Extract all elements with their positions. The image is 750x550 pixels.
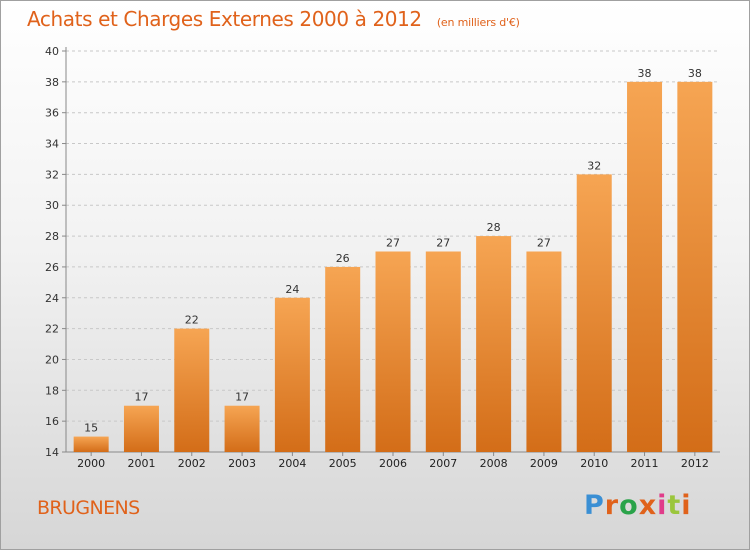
bar-value-label: 27 [386, 237, 400, 250]
y-tick-label: 28 [45, 230, 59, 243]
bar-2008 [476, 236, 512, 452]
bar-2004 [274, 297, 310, 452]
logo-letter: P [584, 490, 605, 521]
y-tick-label: 20 [45, 353, 59, 366]
y-tick-label: 38 [45, 76, 59, 89]
bar-value-label: 38 [638, 67, 652, 80]
bar-value-label: 22 [185, 314, 199, 327]
bar-2010 [576, 174, 612, 452]
y-tick-label: 18 [45, 384, 59, 397]
bar-2012 [677, 81, 713, 452]
y-tick-label: 26 [45, 261, 59, 274]
x-tick-label: 2000 [77, 457, 105, 470]
bar-value-label: 28 [487, 221, 501, 234]
proxiti-logo[interactable]: Proxiti [584, 490, 692, 521]
y-tick-label: 34 [45, 138, 59, 151]
logo-letter: t [667, 490, 682, 521]
y-tick-label: 36 [45, 107, 59, 120]
chart-unit-note: (en milliers d'€) [436, 16, 520, 29]
x-tick-label: 2001 [127, 457, 155, 470]
bar-2009 [526, 251, 562, 452]
bar-value-label: 32 [587, 159, 601, 172]
bar-value-label: 27 [537, 237, 551, 250]
y-tick-label: 24 [45, 292, 59, 305]
x-tick-label: 2004 [278, 457, 306, 470]
y-tick-label: 14 [45, 446, 59, 459]
bar-2007 [425, 251, 461, 452]
bar-value-label: 17 [134, 391, 148, 404]
x-tick-label: 2007 [429, 457, 457, 470]
x-tick-label: 2006 [379, 457, 407, 470]
logo-letter: r [604, 490, 620, 521]
commune-name: BRUGNENS [37, 497, 140, 519]
bar-2005 [325, 266, 361, 452]
bar-value-label: 26 [336, 252, 350, 265]
bar-value-label: 15 [84, 422, 98, 435]
logo-letter: i [657, 490, 668, 521]
bar-2002 [174, 328, 210, 452]
bar-value-label: 38 [688, 67, 702, 80]
y-tick-label: 22 [45, 323, 59, 336]
x-tick-label: 2010 [580, 457, 608, 470]
y-tick-label: 30 [45, 199, 59, 212]
x-tick-label: 2011 [631, 457, 659, 470]
bar-2000 [73, 436, 109, 452]
y-tick-label: 40 [45, 45, 59, 58]
y-tick-label: 32 [45, 168, 59, 181]
bar-value-label: 27 [436, 237, 450, 250]
logo-letter: o [619, 490, 639, 521]
y-tick-label: 16 [45, 415, 59, 428]
bar-2001 [123, 405, 159, 452]
bar-2003 [224, 405, 260, 452]
chart-title-text: Achats et Charges Externes 2000 à 2012 [27, 7, 422, 31]
x-tick-label: 2002 [178, 457, 206, 470]
logo-letter: i [681, 490, 692, 521]
bar-2006 [375, 251, 411, 452]
chart-title: Achats et Charges Externes 2000 à 2012 (… [27, 7, 520, 31]
x-tick-label: 2008 [480, 457, 508, 470]
bar-value-label: 24 [285, 283, 299, 296]
x-tick-label: 2012 [681, 457, 709, 470]
x-tick-label: 2003 [228, 457, 256, 470]
bar-2011 [627, 81, 663, 452]
bar-value-label: 17 [235, 391, 249, 404]
x-tick-label: 2005 [329, 457, 357, 470]
x-tick-label: 2009 [530, 457, 558, 470]
logo-letter: x [638, 490, 658, 521]
